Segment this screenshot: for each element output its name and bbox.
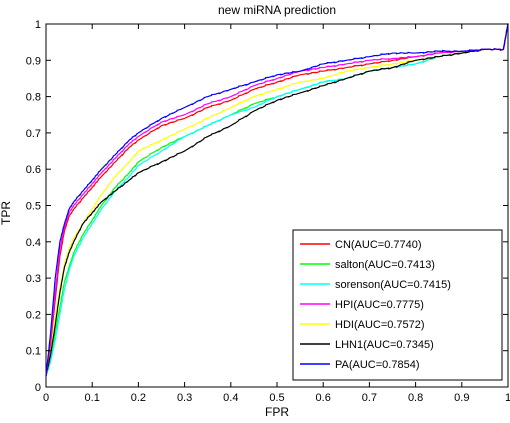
x-tick-label: 0.2 — [131, 392, 146, 404]
legend-label: PA(AUC=0.7854) — [335, 359, 419, 371]
legend-label: CN(AUC=0.7740) — [335, 239, 422, 251]
x-tick-label: 0.1 — [85, 392, 100, 404]
series-line-2 — [45, 23, 509, 377]
legend-label: sorenson(AUC=0.7415) — [335, 279, 451, 291]
x-tick-label: 0.9 — [454, 392, 469, 404]
x-tick-label: 0.3 — [177, 392, 192, 404]
y-tick-label: 0.8 — [26, 92, 41, 104]
x-axis-label: FPR — [265, 405, 289, 419]
legend: CN(AUC=0.7740) salton(AUC=0.7413) sorenson… — [292, 229, 503, 381]
y-tick-label: 0.2 — [26, 309, 41, 321]
y-tick-label: 0.5 — [26, 201, 41, 213]
y-tick-label: 0 — [35, 382, 41, 394]
x-tick-label: 1 — [505, 392, 510, 404]
x-tick-label: 0 — [43, 392, 49, 404]
legend-label: salton(AUC=0.7413) — [335, 259, 435, 271]
series-layer — [45, 23, 509, 377]
x-tick-label: 0.4 — [223, 392, 238, 404]
series-line-5 — [45, 23, 509, 377]
x-tick-label: 0.5 — [269, 392, 284, 404]
y-axis-label: TPR — [0, 201, 13, 225]
y-tick-label: 1 — [35, 19, 41, 31]
legend-box — [292, 229, 503, 381]
legend-label: HDI(AUC=0.7572) — [335, 319, 425, 331]
series-line-6 — [45, 23, 509, 377]
y-tick-label: 0.7 — [26, 128, 41, 140]
x-tick-label: 0.6 — [316, 392, 331, 404]
y-tick-label: 0.4 — [26, 237, 41, 249]
y-tick-label: 0.6 — [26, 164, 41, 176]
y-tick-label: 0.3 — [26, 273, 41, 285]
y-tick-label: 0.9 — [26, 55, 41, 67]
legend-label: HPI(AUC=0.7775) — [335, 299, 424, 311]
legend-label: LHN1(AUC=0.7345) — [335, 339, 434, 351]
tick-layer: 0 0.1 0.2 0.3 0.4 0.5 0.6 0.7 0.8 0.9 1 0 0.1 0.2 0.3 0… — [26, 19, 510, 404]
x-tick-label: 0.7 — [362, 392, 377, 404]
x-tick-label: 0.8 — [408, 392, 423, 404]
chart-title: new miRNA prediction — [218, 3, 336, 17]
series-line-3 — [45, 23, 509, 377]
y-tick-label: 0.1 — [26, 346, 41, 358]
